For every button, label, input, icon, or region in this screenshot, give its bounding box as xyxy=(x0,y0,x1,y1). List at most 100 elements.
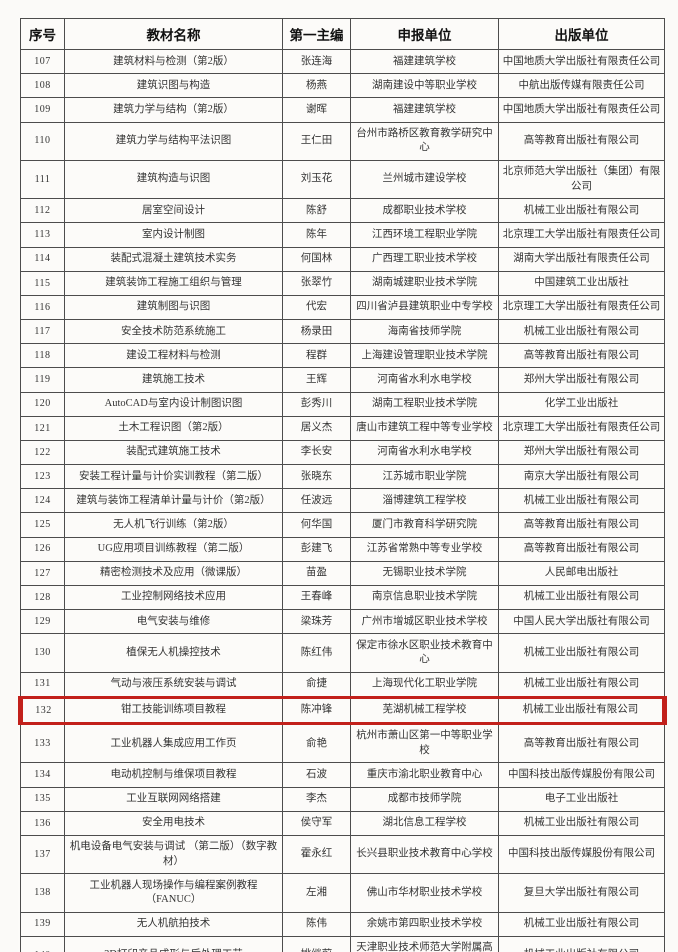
editor-cell: 何国林 xyxy=(282,246,351,272)
table-row: 137 机电设备电气安装与调试 （第二版）（数字教材） 霍永红 长兴县职业技术教育中心… xyxy=(20,834,665,875)
row-number-cell: 136 xyxy=(20,810,65,836)
editor-cell: 石波 xyxy=(282,762,351,788)
row-number-cell: 119 xyxy=(20,367,65,393)
row-number-cell: 121 xyxy=(20,415,65,441)
editor-cell: 俞捷 xyxy=(282,671,351,698)
header-cell-unit: 申报单位 xyxy=(350,18,499,50)
header-cell-title: 教材名称 xyxy=(64,18,283,50)
title-cell: 钳工技能训练项目教程 xyxy=(64,695,283,725)
editor-cell: 居义杰 xyxy=(282,415,351,441)
publisher-cell: 中航出版传媒有限责任公司 xyxy=(498,73,665,99)
title-cell: 气动与液压系统安装与调试 xyxy=(64,671,283,698)
editor-cell: 王春峰 xyxy=(282,584,351,611)
row-number-cell: 118 xyxy=(20,343,65,369)
editor-cell: 陈年 xyxy=(282,222,351,248)
row-number-cell: 127 xyxy=(20,560,65,586)
title-cell: 建筑施工技术 xyxy=(64,367,283,393)
editor-cell: 俞艳 xyxy=(282,722,351,764)
title-cell: 无人机飞行训练（第2版） xyxy=(64,512,283,538)
table-row: 128 工业控制网络技术应用 王春峰 南京信息职业技术学院 机械工业出版社有限公司 xyxy=(20,584,665,611)
publisher-cell: 机械工业出版社有限公司 xyxy=(498,633,665,673)
title-cell: 建设工程材料与检测 xyxy=(64,343,283,369)
table-row: 119 建筑施工技术 王辉 河南省水利水电学校 郑州大学出版社有限公司 xyxy=(20,367,665,393)
row-number-cell: 132 xyxy=(18,695,65,725)
publisher-cell: 高等教育出版社有限公司 xyxy=(498,536,665,562)
unit-cell: 佛山市华材职业技术学校 xyxy=(350,873,499,913)
unit-cell: 台州市路桥区教育教学研究中心 xyxy=(350,121,499,161)
publisher-cell: 中国科技出版传媒股份有限公司 xyxy=(498,834,665,875)
publisher-cell: 机械工业出版社有限公司 xyxy=(498,935,665,952)
title-cell: 室内设计制图 xyxy=(64,222,283,248)
publisher-cell: 郑州大学出版社有限公司 xyxy=(498,367,665,393)
editor-cell: 杨录田 xyxy=(282,319,351,345)
publisher-cell: 机械工业出版社有限公司 xyxy=(498,488,665,514)
title-cell: 3D打印产品成形与后处理工艺 xyxy=(64,935,283,952)
editor-cell: 谢晖 xyxy=(282,97,351,123)
unit-cell: 江苏省常熟中等专业学校 xyxy=(350,536,499,562)
unit-cell: 湖北信息工程学校 xyxy=(350,810,499,836)
title-cell: AutoCAD与室内设计制图识图 xyxy=(64,391,283,417)
table-row: 126 UG应用项目训练教程（第二版） 彭建飞 江苏省常熟中等专业学校 高等教育出版社有… xyxy=(20,536,665,562)
editor-cell: 王辉 xyxy=(282,367,351,393)
publisher-cell: 机械工业出版社有限公司 xyxy=(498,810,665,836)
row-number-cell: 122 xyxy=(20,439,65,466)
table-row: 108 建筑识图与构造 杨燕 湖南建设中等职业学校 中航出版传媒有限责任公司 xyxy=(20,73,665,99)
title-cell: 工业控制网络技术应用 xyxy=(64,584,283,611)
publisher-cell: 湖南大学出版社有限责任公司 xyxy=(498,246,665,272)
table-row: 127 精密检测技术及应用（微课版） 苗盈 无锡职业技术学院 人民邮电出版社 xyxy=(20,560,665,586)
table-row: 136 安全用电技术 侯守军 湖北信息工程学校 机械工业出版社有限公司 xyxy=(20,810,665,836)
unit-cell: 广西理工职业技术学校 xyxy=(350,246,499,272)
table-row-highlighted: 132 钳工技能训练项目教程 陈冲锋 芜湖机械工程学校 机械工业出版社有限公司 xyxy=(18,695,667,725)
table-row: 109 建筑力学与结构（第2版） 谢晖 福建建筑学校 中国地质大学出版社有限责任公司 xyxy=(20,97,665,123)
editor-cell: 苗盈 xyxy=(282,560,351,586)
unit-cell: 江苏城市职业学院 xyxy=(350,464,499,490)
unit-cell: 上海建设管理职业技术学院 xyxy=(350,343,499,369)
publisher-cell: 机械工业出版社有限公司 xyxy=(498,198,665,224)
table-row: 122 装配式建筑施工技术 李长安 河南省水利水电学校 郑州大学出版社有限公司 xyxy=(20,439,665,466)
table-row: 110 建筑力学与结构平法识图 王仁田 台州市路桥区教育教学研究中心 高等教育出版社有限… xyxy=(20,121,665,161)
table-body: 107 建筑材料与检测（第2版） 张连海 福建建筑学校 中国地质大学出版社有限责任公司 1… xyxy=(18,48,667,952)
header-cell-publisher: 出版单位 xyxy=(498,18,665,50)
table-row: 125 无人机飞行训练（第2版） 何华国 厦门市教育科学研究院 高等教育出版社有限公司 xyxy=(20,512,665,538)
row-number-cell: 126 xyxy=(20,536,65,562)
title-cell: 工业机器人现场操作与编程案例教程（FANUC） xyxy=(64,873,283,913)
unit-cell: 厦门市教育科学研究院 xyxy=(350,512,499,538)
row-number-cell: 135 xyxy=(20,786,65,812)
table-row: 111 建筑构造与识图 刘玉花 兰州城市建设学校 北京师范大学出版社（集团）有限公司 xyxy=(20,159,665,200)
unit-cell: 福建建筑学校 xyxy=(350,97,499,123)
unit-cell: 湖南建设中等职业学校 xyxy=(350,73,499,99)
row-number-cell: 139 xyxy=(20,911,65,937)
row-number-cell: 128 xyxy=(20,584,65,611)
unit-cell: 无锡职业技术学院 xyxy=(350,560,499,586)
editor-cell: 侯守军 xyxy=(282,810,351,836)
table-row: 115 建筑装饰工程施工组织与管理 张翠竹 湖南城建职业技术学院 中国建筑工业出版社 xyxy=(20,270,665,296)
header-cell-number: 序号 xyxy=(20,18,65,50)
table-row: 133 工业机器人集成应用工作页 俞艳 杭州市萧山区第一中等职业学校 高等教育出版社有限… xyxy=(20,722,665,764)
title-cell: 工业机器人集成应用工作页 xyxy=(64,722,283,764)
row-number-cell: 131 xyxy=(20,671,65,698)
editor-cell: 张翠竹 xyxy=(282,270,351,296)
table-row: 120 AutoCAD与室内设计制图识图 彭秀川 湖南工程职业技术学院 化学工业出版社 xyxy=(20,391,665,417)
unit-cell: 兰州城市建设学校 xyxy=(350,159,499,200)
table-row: 131 气动与液压系统安装与调试 俞捷 上海现代化工职业学院 机械工业出版社有限公司 xyxy=(20,671,665,698)
table-row: 112 居室空间设计 陈舒 成都职业技术学校 机械工业出版社有限公司 xyxy=(20,198,665,224)
publisher-cell: 南京大学出版社有限公司 xyxy=(498,464,665,490)
unit-cell: 四川省泸县建筑职业中专学校 xyxy=(350,294,499,321)
table-row: 1403D打印产品成形与后处理工艺姚继蔚天津职业技术师范大学附属高级技术学校机械… xyxy=(20,935,665,952)
publisher-cell: 郑州大学出版社有限公司 xyxy=(498,439,665,466)
title-cell: 建筑力学与结构（第2版） xyxy=(64,97,283,123)
publisher-cell: 北京理工大学出版社有限责任公司 xyxy=(498,222,665,248)
unit-cell: 湖南工程职业技术学院 xyxy=(350,391,499,417)
publisher-cell: 复旦大学出版社有限公司 xyxy=(498,873,665,913)
editor-cell: 彭秀川 xyxy=(282,391,351,417)
unit-cell: 成都市技师学院 xyxy=(350,786,499,812)
title-cell: 无人机航拍技术 xyxy=(64,911,283,937)
unit-cell: 广州市增城区职业技术学校 xyxy=(350,609,499,635)
title-cell: 电气安装与维修 xyxy=(64,609,283,635)
title-cell: 安装工程计量与计价实训教程（第二版） xyxy=(64,464,283,490)
row-number-cell: 111 xyxy=(20,159,65,200)
table-row: 129 电气安装与维修 梁珠芳 广州市增城区职业技术学校 中国人民大学出版社有限公司 xyxy=(20,609,665,635)
row-number-cell: 113 xyxy=(20,222,65,248)
unit-cell: 杭州市萧山区第一中等职业学校 xyxy=(350,722,499,764)
row-number-cell: 109 xyxy=(20,97,65,123)
